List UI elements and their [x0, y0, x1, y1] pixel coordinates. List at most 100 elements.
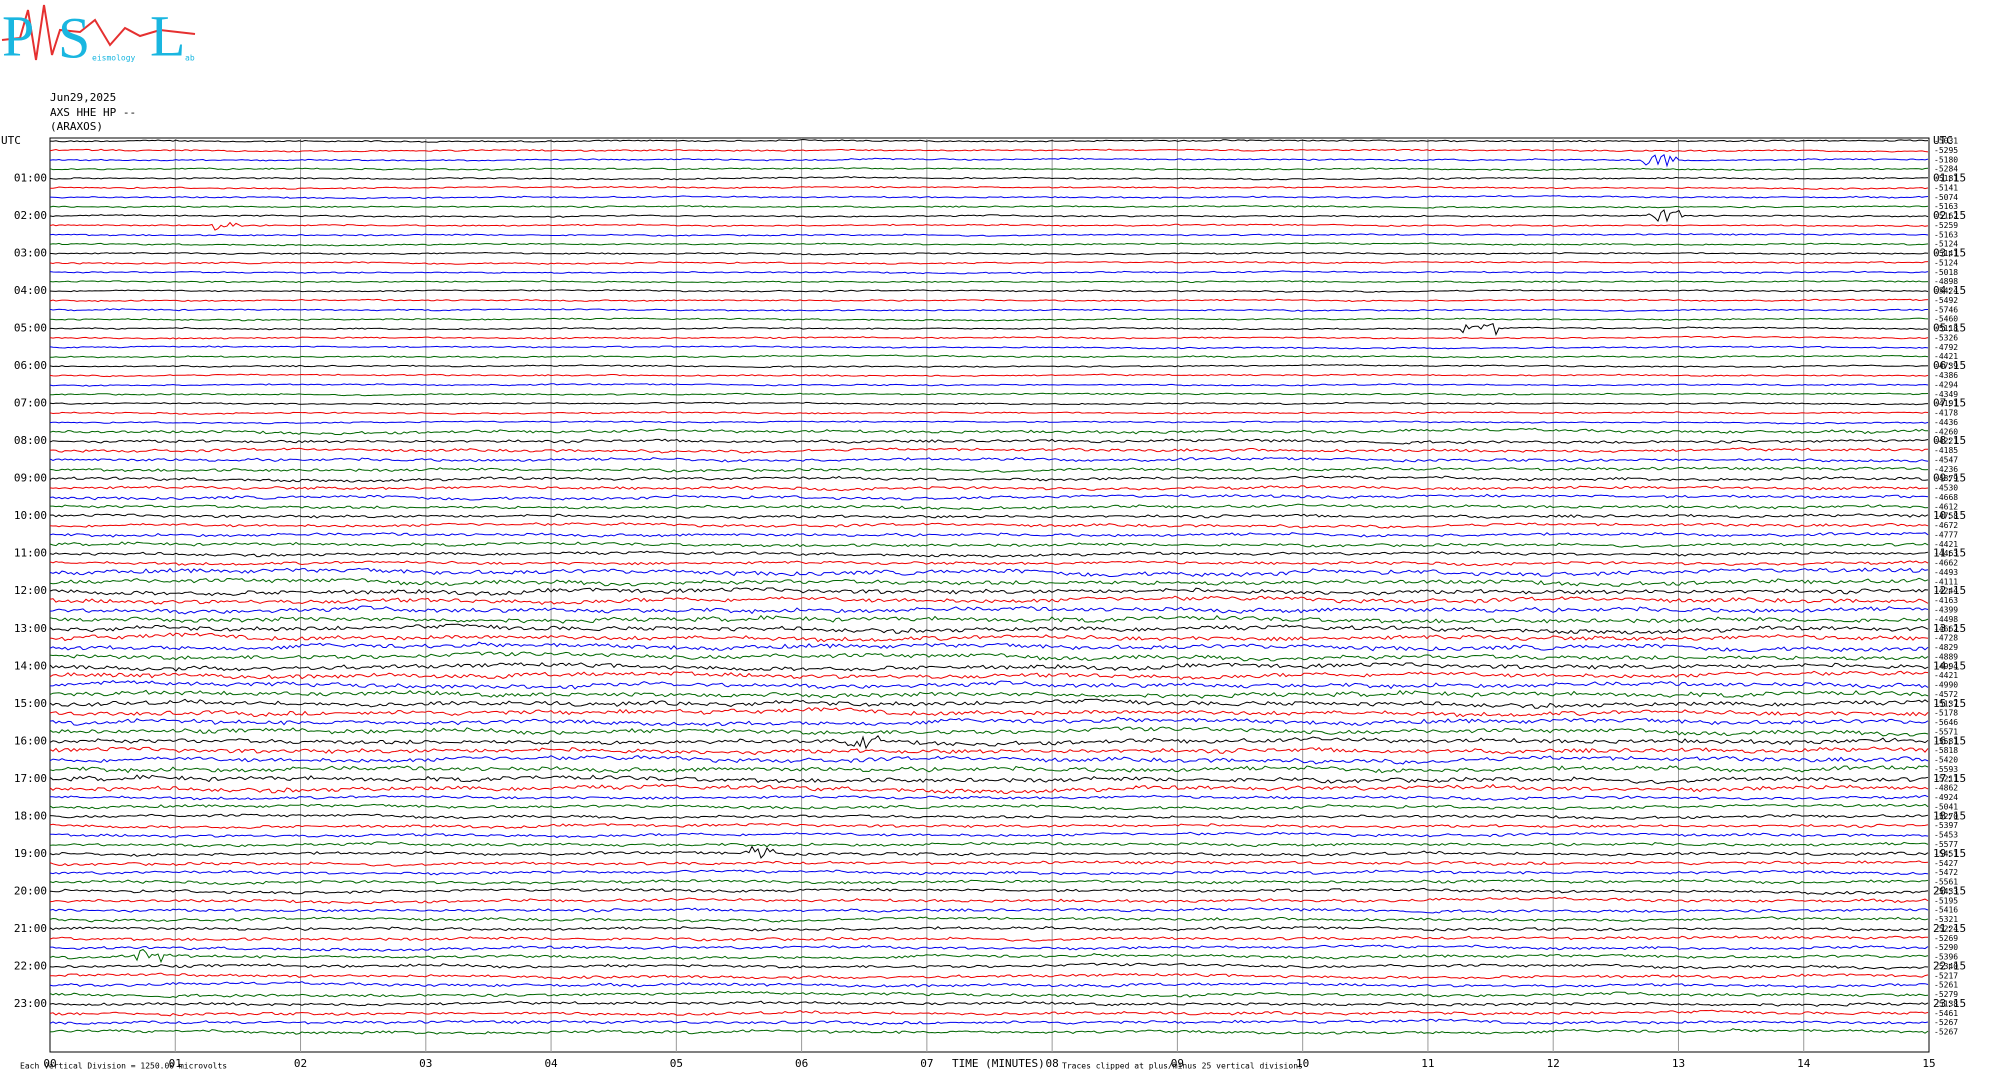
- right-time-label: 12:15: [1933, 584, 1966, 597]
- offset-label: -5461: [1934, 1009, 1958, 1018]
- offset-label: -5259: [1934, 221, 1958, 230]
- right-time-label: 10:15: [1933, 509, 1966, 522]
- right-time-label: 19:15: [1933, 847, 1966, 860]
- plot-frame: [49, 137, 1930, 1053]
- offset-label: -4260: [1934, 427, 1958, 436]
- trace: [49, 803, 1929, 811]
- trace: [49, 587, 1929, 597]
- offset-label: -4244: [1934, 587, 1958, 596]
- x-tick-label: 06: [795, 1057, 808, 1070]
- trace: [49, 475, 1929, 483]
- offset-label: -5492: [1934, 296, 1958, 305]
- trace: [49, 560, 1929, 567]
- right-time-label: 08:15: [1933, 434, 1966, 447]
- offset-label: -4547: [1934, 455, 1958, 464]
- trace: [49, 148, 1929, 153]
- offset-label: -5267: [1934, 1018, 1958, 1027]
- right-time-label: 15:15: [1933, 697, 1966, 710]
- offset-label: -5163: [1934, 202, 1958, 211]
- trace: [49, 298, 1929, 303]
- right-time-label: 23:15: [1933, 997, 1966, 1010]
- trace: [49, 204, 1929, 209]
- offset-label: -5451: [1934, 849, 1958, 858]
- right-time-label: 06:15: [1933, 359, 1966, 372]
- left-time-label: 21:00: [14, 922, 47, 935]
- trace: [49, 774, 1929, 785]
- right-time-label: 05:15: [1933, 322, 1966, 335]
- trace: [49, 860, 1929, 867]
- offset-label: -4612: [1934, 502, 1958, 511]
- x-tick-label: 03: [419, 1057, 432, 1070]
- offset-label: -4898: [1934, 277, 1958, 286]
- offset-label: -4572: [1934, 690, 1958, 699]
- trace: [49, 907, 1929, 914]
- trace: [49, 716, 1929, 727]
- offset-label: -5284: [1934, 165, 1958, 174]
- offset-label: -4379: [1934, 474, 1958, 483]
- trace: [49, 221, 1929, 231]
- trace: [49, 363, 1929, 369]
- trace: [50, 185, 1929, 190]
- trace: [49, 878, 1929, 886]
- offset-label: -5270: [1934, 812, 1958, 821]
- trace: [49, 632, 1929, 643]
- trace: [49, 948, 1929, 964]
- left-time-label: 15:00: [14, 697, 47, 710]
- offset-label: -4111: [1934, 577, 1958, 586]
- offset-label: -4889: [1934, 652, 1958, 661]
- offset-label: -5138: [1934, 999, 1958, 1008]
- x-tick-label: 08: [1046, 1057, 1059, 1070]
- offset-label: -4829: [1934, 643, 1958, 652]
- right-time-label: 14:15: [1933, 659, 1966, 672]
- offset-label: -4436: [1934, 418, 1958, 427]
- offset-label: -5018: [1934, 268, 1958, 277]
- trace: [49, 153, 1929, 168]
- trace: [49, 577, 1929, 587]
- right-time-label: 02:15: [1933, 209, 1966, 222]
- offset-label: -5141: [1934, 249, 1958, 258]
- trace: [49, 1028, 1929, 1035]
- offset-label: -4498: [1934, 615, 1958, 624]
- left-time-label: 06:00: [14, 359, 47, 372]
- trace: [49, 1009, 1929, 1017]
- left-time-label: 19:00: [14, 847, 47, 860]
- offset-label: -5818: [1934, 746, 1958, 755]
- trace: [50, 944, 1929, 952]
- trace: [49, 550, 1929, 558]
- offset-label: -5396: [1934, 953, 1958, 962]
- left-time-label: 02:00: [14, 209, 47, 222]
- left-time-label: 05:00: [14, 322, 47, 335]
- trace: [49, 845, 1929, 859]
- trace: [49, 823, 1929, 829]
- offset-label: -5424: [1934, 287, 1958, 296]
- offset-label: -5163: [1934, 230, 1958, 239]
- offset-label: -5397: [1934, 821, 1958, 830]
- left-time-label: 09:00: [14, 472, 47, 485]
- offset-label: -5581: [1934, 737, 1958, 746]
- left-time-label: 18:00: [14, 809, 47, 822]
- trace: [49, 354, 1929, 359]
- trace: [49, 447, 1929, 454]
- trace: [49, 373, 1929, 378]
- trace: [49, 735, 1929, 750]
- x-tick-label: 05: [670, 1057, 683, 1070]
- right-time-label: 16:15: [1933, 734, 1966, 747]
- trace: [49, 233, 1929, 237]
- trace: [49, 567, 1929, 578]
- offset-label: -4668: [1934, 493, 1958, 502]
- x-tick-label: 00: [43, 1057, 56, 1070]
- right-time-label: 18:15: [1933, 809, 1966, 822]
- offset-label: -5124: [1934, 258, 1958, 267]
- right-time-label: 22:15: [1933, 959, 1966, 972]
- logo-letter: S: [58, 5, 90, 70]
- trace: [49, 401, 1929, 406]
- offset-label: -4739: [1934, 362, 1958, 371]
- right-time-label: 21:15: [1933, 922, 1966, 935]
- offset-label: -5593: [1934, 765, 1958, 774]
- offset-label: -5195: [1934, 896, 1958, 905]
- trace: [49, 707, 1929, 718]
- trace: [49, 317, 1929, 322]
- offset-label: -5279: [1934, 990, 1958, 999]
- trace: [49, 167, 1929, 171]
